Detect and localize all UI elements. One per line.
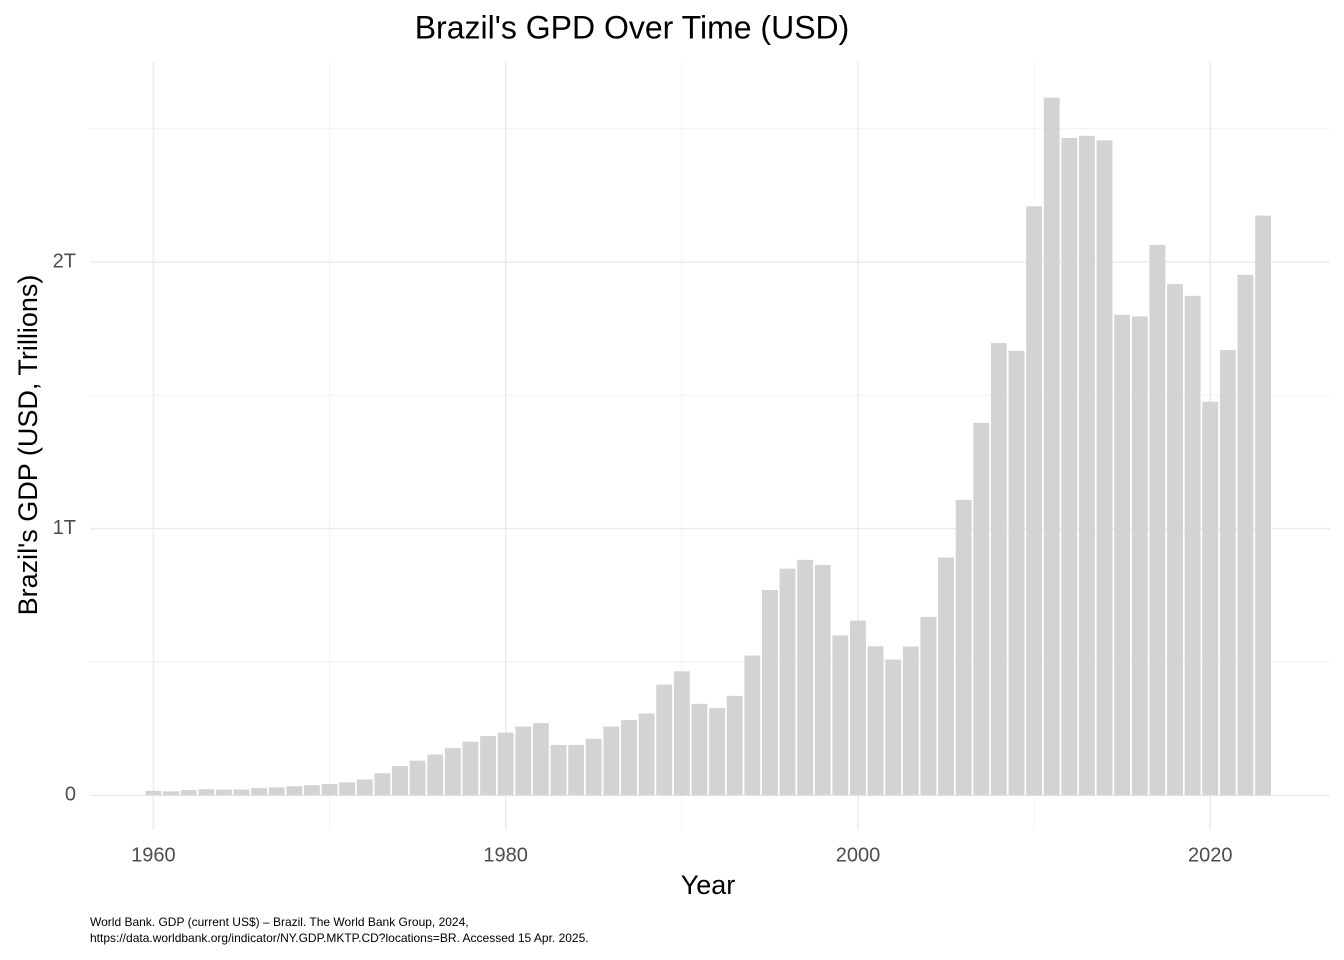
- bar: [973, 422, 990, 796]
- bar: [1219, 350, 1236, 796]
- bar: [444, 748, 461, 796]
- y-tick-label: 2T: [53, 250, 76, 272]
- bar: [1255, 215, 1271, 796]
- bar: [515, 726, 532, 796]
- bar: [761, 590, 778, 796]
- bar: [339, 782, 356, 796]
- bar: [955, 499, 972, 796]
- bar: [621, 720, 637, 796]
- y-tick-label: 0: [65, 784, 76, 806]
- bar: [867, 646, 884, 796]
- bar: [1096, 140, 1113, 796]
- bar: [902, 646, 919, 796]
- bar: [550, 744, 567, 796]
- bar: [709, 708, 725, 796]
- bar: [251, 788, 268, 796]
- bar: [286, 786, 303, 796]
- bar: [163, 791, 179, 796]
- bar: [480, 736, 496, 796]
- bar: [392, 766, 408, 796]
- bar: [691, 703, 708, 796]
- bar: [268, 787, 285, 796]
- bar: [638, 713, 655, 796]
- bar: [1026, 206, 1043, 796]
- bar: [603, 726, 620, 796]
- y-axis-title: Brazil's GDP (USD, Trillions): [13, 275, 43, 616]
- x-tick-label: 1960: [131, 844, 176, 866]
- y-tick-label: 1T: [53, 517, 76, 539]
- bar: [656, 684, 673, 796]
- bar: [145, 790, 162, 796]
- bar: [568, 744, 585, 796]
- x-tick-label: 2000: [836, 844, 881, 866]
- bar: [779, 568, 796, 796]
- bar: [832, 635, 849, 796]
- bar: [304, 785, 320, 796]
- bar: [1131, 316, 1148, 796]
- bar: [427, 754, 444, 796]
- bar: [1184, 295, 1201, 796]
- bar: [532, 723, 549, 796]
- bar: [938, 557, 954, 796]
- bar: [814, 564, 831, 796]
- bar: [744, 655, 761, 796]
- bar: [409, 760, 426, 796]
- caption: https://data.worldbank.org/indicator/NY.…: [90, 931, 589, 945]
- bar: [885, 659, 902, 796]
- bar: [1079, 135, 1095, 796]
- bar: [726, 695, 743, 796]
- bar: [374, 773, 391, 796]
- bar: [1043, 97, 1060, 796]
- bar: [1167, 284, 1183, 796]
- x-tick-label: 1980: [483, 844, 528, 866]
- bar: [356, 779, 373, 796]
- bar: [180, 790, 197, 796]
- bar: [215, 789, 232, 796]
- bar: [1061, 138, 1078, 796]
- bar: [233, 789, 250, 796]
- bar: [1237, 274, 1254, 796]
- x-tick-label: 2020: [1188, 844, 1233, 866]
- bar: [1008, 350, 1025, 796]
- chart-title: Brazil's GPD Over Time (USD): [415, 9, 850, 45]
- bar: [321, 784, 338, 796]
- caption: World Bank. GDP (current US$) – Brazil. …: [90, 915, 469, 929]
- bar: [797, 559, 814, 796]
- x-axis-title: Year: [681, 870, 736, 900]
- bar: [198, 789, 215, 796]
- bar: [462, 741, 479, 796]
- bars: [145, 97, 1271, 796]
- bar: [1114, 314, 1131, 796]
- bar: [1202, 401, 1219, 796]
- bar: [497, 732, 514, 796]
- bar: [920, 616, 937, 796]
- bar: [850, 620, 866, 796]
- bar: [990, 343, 1007, 796]
- bar: [585, 738, 602, 796]
- bar: [1149, 244, 1166, 796]
- bar: [673, 671, 690, 796]
